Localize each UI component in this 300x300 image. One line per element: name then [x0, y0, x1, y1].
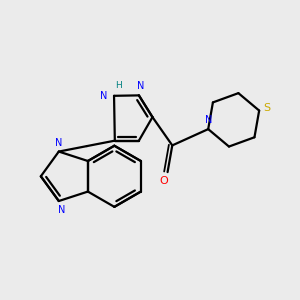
Text: H: H: [116, 81, 122, 90]
Text: N: N: [205, 115, 212, 125]
Text: N: N: [100, 91, 107, 101]
Text: N: N: [58, 205, 65, 215]
Text: O: O: [159, 176, 168, 186]
Text: N: N: [55, 138, 62, 148]
Text: S: S: [263, 103, 270, 113]
Text: N: N: [137, 80, 144, 91]
